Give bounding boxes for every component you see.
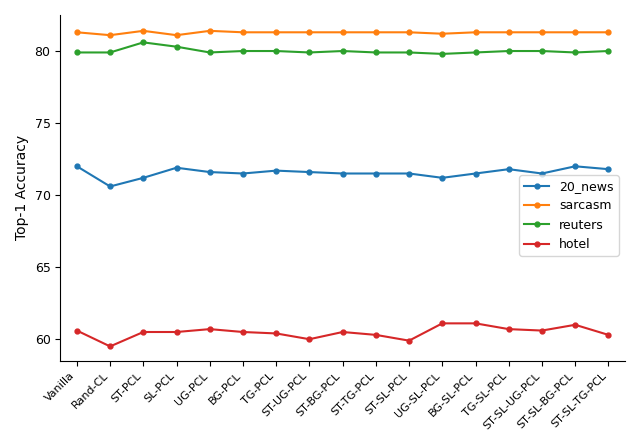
- sarcasm: [572, 29, 579, 35]
- hotel: [605, 332, 612, 338]
- 20_news: [173, 165, 180, 170]
- sarcasm: [73, 29, 81, 35]
- 20_news: [305, 169, 313, 175]
- reuters: [372, 50, 380, 55]
- Y-axis label: Top-1 Accuracy: Top-1 Accuracy: [15, 135, 29, 240]
- sarcasm: [173, 33, 180, 38]
- sarcasm: [305, 29, 313, 35]
- 20_news: [372, 171, 380, 176]
- reuters: [472, 50, 479, 55]
- 20_news: [572, 164, 579, 169]
- 20_news: [472, 171, 479, 176]
- hotel: [438, 321, 446, 326]
- hotel: [505, 326, 513, 332]
- hotel: [405, 338, 413, 343]
- 20_news: [405, 171, 413, 176]
- 20_news: [505, 166, 513, 172]
- reuters: [140, 40, 147, 45]
- sarcasm: [140, 28, 147, 33]
- Line: reuters: reuters: [74, 40, 611, 56]
- sarcasm: [472, 29, 479, 35]
- hotel: [273, 331, 280, 336]
- sarcasm: [339, 29, 346, 35]
- reuters: [572, 50, 579, 55]
- reuters: [273, 48, 280, 54]
- Line: hotel: hotel: [74, 321, 611, 349]
- Line: 20_news: 20_news: [74, 164, 611, 189]
- sarcasm: [405, 29, 413, 35]
- reuters: [305, 50, 313, 55]
- reuters: [73, 50, 81, 55]
- 20_news: [438, 175, 446, 181]
- hotel: [572, 322, 579, 327]
- sarcasm: [505, 29, 513, 35]
- hotel: [106, 344, 114, 349]
- reuters: [505, 48, 513, 54]
- sarcasm: [605, 29, 612, 35]
- hotel: [173, 329, 180, 334]
- sarcasm: [538, 29, 546, 35]
- sarcasm: [438, 31, 446, 37]
- hotel: [472, 321, 479, 326]
- reuters: [538, 48, 546, 54]
- Line: sarcasm: sarcasm: [74, 29, 611, 37]
- reuters: [405, 50, 413, 55]
- reuters: [239, 48, 247, 54]
- reuters: [106, 50, 114, 55]
- hotel: [372, 332, 380, 338]
- sarcasm: [206, 28, 214, 33]
- 20_news: [140, 175, 147, 181]
- reuters: [339, 48, 346, 54]
- 20_news: [605, 166, 612, 172]
- reuters: [438, 51, 446, 57]
- reuters: [173, 44, 180, 50]
- reuters: [605, 48, 612, 54]
- 20_news: [239, 171, 247, 176]
- hotel: [73, 328, 81, 333]
- Legend: 20_news, sarcasm, reuters, hotel: 20_news, sarcasm, reuters, hotel: [519, 175, 619, 256]
- 20_news: [538, 171, 546, 176]
- sarcasm: [372, 29, 380, 35]
- 20_news: [339, 171, 346, 176]
- 20_news: [206, 169, 214, 175]
- hotel: [538, 328, 546, 333]
- hotel: [206, 326, 214, 332]
- hotel: [239, 329, 247, 334]
- 20_news: [73, 164, 81, 169]
- sarcasm: [239, 29, 247, 35]
- sarcasm: [106, 33, 114, 38]
- 20_news: [273, 168, 280, 173]
- hotel: [140, 329, 147, 334]
- 20_news: [106, 184, 114, 189]
- hotel: [305, 337, 313, 342]
- sarcasm: [273, 29, 280, 35]
- reuters: [206, 50, 214, 55]
- hotel: [339, 329, 346, 334]
